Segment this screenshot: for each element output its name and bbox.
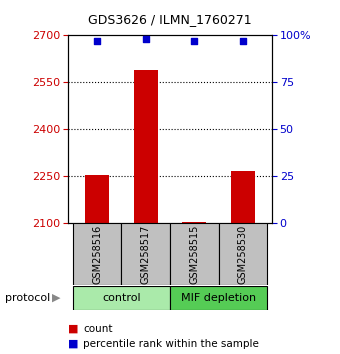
Bar xyxy=(170,286,267,310)
Point xyxy=(143,36,149,42)
Point xyxy=(240,38,245,44)
Text: GDS3626 / ILMN_1760271: GDS3626 / ILMN_1760271 xyxy=(88,13,252,26)
Text: ■: ■ xyxy=(68,339,79,349)
Text: GSM258515: GSM258515 xyxy=(189,224,199,284)
Bar xyxy=(73,286,170,310)
Text: MIF depletion: MIF depletion xyxy=(181,293,256,303)
Text: protocol: protocol xyxy=(5,293,50,303)
Text: control: control xyxy=(102,293,141,303)
Bar xyxy=(170,223,219,285)
Text: percentile rank within the sample: percentile rank within the sample xyxy=(83,339,259,349)
Text: GSM258530: GSM258530 xyxy=(238,224,248,284)
Text: GSM258517: GSM258517 xyxy=(141,224,151,284)
Bar xyxy=(219,223,267,285)
Bar xyxy=(231,171,255,223)
Bar xyxy=(134,70,158,223)
Text: ■: ■ xyxy=(68,324,79,333)
Text: count: count xyxy=(83,324,113,333)
Bar xyxy=(73,223,121,285)
Bar xyxy=(85,175,109,223)
Text: GSM258516: GSM258516 xyxy=(92,224,102,284)
Point xyxy=(191,38,197,44)
Bar xyxy=(121,223,170,285)
Text: ▶: ▶ xyxy=(52,293,61,303)
Point xyxy=(95,38,100,44)
Bar xyxy=(182,222,206,223)
